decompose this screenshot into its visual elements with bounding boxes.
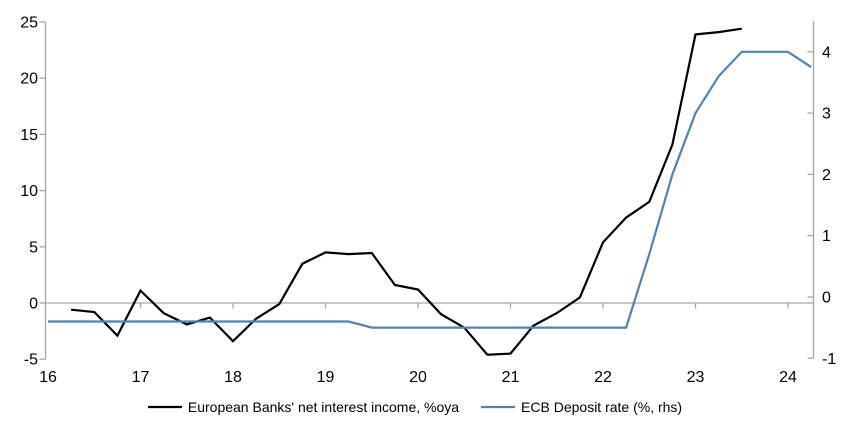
- legend-item-net-interest-income: European Banks' net interest income, %oy…: [147, 399, 460, 415]
- right-axis-tick-label: -1: [822, 351, 836, 368]
- x-axis-tick-label: 23: [687, 369, 705, 386]
- left-axis-tick-label: 25: [20, 15, 38, 32]
- legend-line-swatch-black: [147, 405, 182, 409]
- right-axis-tick-label: 3: [822, 106, 831, 123]
- chart-legend: European Banks' net interest income, %oy…: [0, 398, 841, 416]
- legend-line-swatch-blue: [481, 405, 516, 409]
- left-axis-tick-label: 20: [20, 71, 38, 88]
- x-axis-tick-label: 17: [132, 369, 150, 386]
- legend-item-ecb-deposit-rate: ECB Deposit rate (%, rhs): [481, 399, 682, 415]
- right-axis-tick-label: 1: [822, 228, 831, 245]
- left-axis-tick-label: 0: [29, 296, 38, 313]
- x-axis-tick-label: 16: [39, 369, 57, 386]
- left-axis-tick-label: 5: [29, 239, 38, 256]
- left-axis-tick-label: -5: [24, 352, 38, 369]
- legend-label-ecb-deposit-rate: ECB Deposit rate (%, rhs): [521, 399, 683, 415]
- series-line-european-banks-net-interest-income-oya: [70, 27, 742, 356]
- right-axis-tick-label: 4: [822, 44, 831, 61]
- x-axis-tick-label: 22: [594, 369, 612, 386]
- x-axis-tick-label: 19: [317, 369, 335, 386]
- left-axis-tick-label: 10: [20, 183, 38, 200]
- left-axis-tick-label: 15: [20, 127, 38, 144]
- x-axis-tick-label: 21: [502, 369, 520, 386]
- right-axis-tick-label: 2: [822, 167, 831, 184]
- x-axis-tick-label: 24: [779, 369, 797, 386]
- right-axis-tick-label: 0: [822, 290, 831, 307]
- legend-label-net-interest-income: European Banks' net interest income, %oy…: [187, 399, 460, 415]
- x-axis-tick-label: 20: [409, 369, 427, 386]
- series-line-ecb-deposit-rate-rhs: [48, 50, 812, 329]
- x-axis-tick-label: 18: [224, 369, 242, 386]
